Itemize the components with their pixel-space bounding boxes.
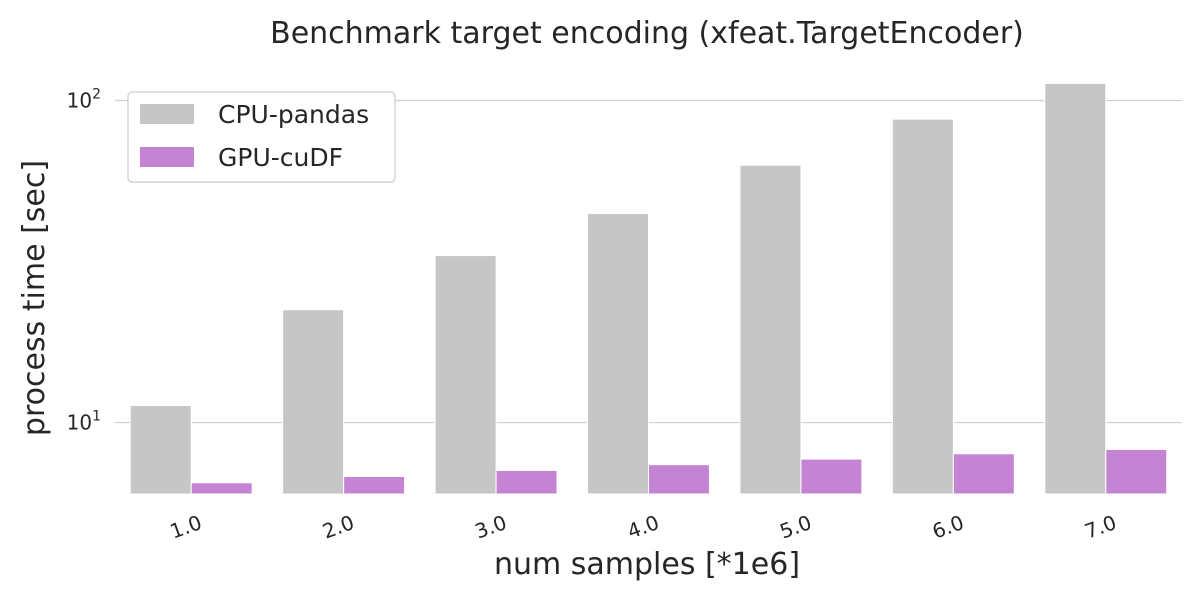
x-tick-label: 2.0 — [319, 510, 357, 543]
bar-cpu-2.0 — [282, 309, 345, 495]
bar-cpu-6.0 — [891, 118, 954, 495]
bars — [129, 82, 1168, 495]
x-axis-ticks: 1.0 2.0 3.0 4.0 5.0 6.0 7.0 — [167, 510, 1120, 543]
bar-cpu-3.0 — [434, 255, 497, 495]
x-tick-label: 5.0 — [777, 510, 815, 543]
legend-swatch-cpu — [140, 104, 194, 124]
legend-label-gpu: GPU-cuDF — [218, 143, 343, 172]
x-tick-label: 3.0 — [472, 510, 510, 543]
bar-cpu-5.0 — [739, 164, 802, 495]
bar-gpu-6.0 — [952, 453, 1015, 495]
bar-gpu-1.0 — [190, 482, 253, 495]
chart-title: Benchmark target encoding (xfeat.TargetE… — [270, 16, 1024, 51]
bar-gpu-7.0 — [1105, 448, 1168, 495]
legend-swatch-gpu — [140, 147, 194, 167]
bar-cpu-7.0 — [1044, 82, 1107, 495]
bar-gpu-2.0 — [343, 475, 406, 495]
y-tick-label: 101 — [67, 409, 101, 435]
bar-cpu-1.0 — [129, 404, 192, 495]
legend-frame — [127, 91, 396, 183]
legend-label-cpu: CPU-pandas — [218, 100, 369, 129]
y-tick-label: 102 — [67, 87, 101, 113]
y-axis-ticks: 101 102 — [67, 87, 101, 435]
x-tick-label: 1.0 — [167, 510, 205, 543]
bar-gpu-5.0 — [800, 458, 863, 495]
bar-gpu-3.0 — [495, 469, 558, 495]
x-axis-label: num samples [*1e6] — [494, 547, 800, 582]
x-tick-label: 4.0 — [624, 510, 662, 543]
legend: CPU-pandas GPU-cuDF — [127, 91, 396, 183]
bar-cpu-4.0 — [587, 212, 649, 495]
x-tick-label: 7.0 — [1081, 510, 1119, 543]
bar-gpu-4.0 — [648, 464, 710, 495]
y-axis-label: process time [sec] — [17, 160, 52, 436]
x-tick-label: 6.0 — [929, 510, 967, 543]
